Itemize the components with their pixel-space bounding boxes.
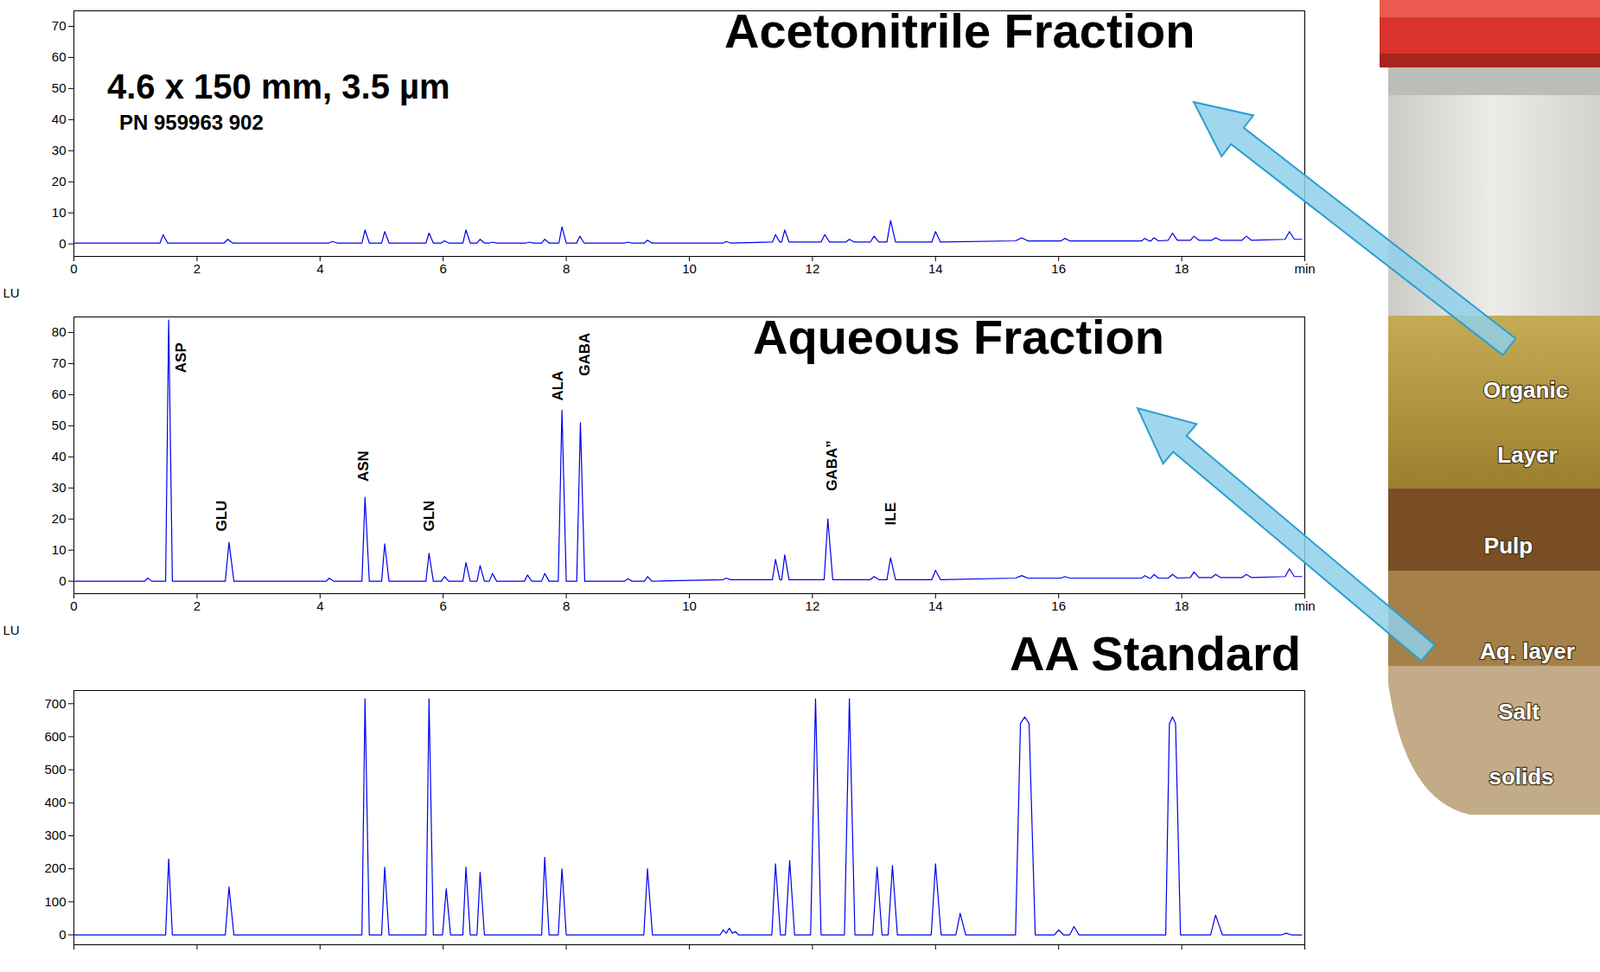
svg-text:Aq. layer: Aq. layer xyxy=(1479,637,1575,664)
svg-text:10: 10 xyxy=(51,541,67,557)
svg-text:18: 18 xyxy=(1174,261,1190,276)
svg-text:Pulp: Pulp xyxy=(1484,532,1533,559)
svg-text:ASP: ASP xyxy=(172,342,190,373)
html-text:4.6 x 150 mm, 3.5 µm: 4.6 x 150 mm, 3.5 µm xyxy=(107,67,451,106)
svg-text:16: 16 xyxy=(1051,261,1066,276)
svg-text:2: 2 xyxy=(193,598,201,613)
svg-text:12: 12 xyxy=(805,261,821,276)
svg-text:40: 40 xyxy=(51,111,67,127)
svg-text:ALA: ALA xyxy=(549,370,567,402)
svg-text:GLU: GLU xyxy=(213,500,230,532)
svg-text:6: 6 xyxy=(439,261,447,276)
svg-text:6: 6 xyxy=(439,598,447,613)
svg-text:10: 10 xyxy=(682,598,697,613)
svg-text:600: 600 xyxy=(44,728,66,744)
svg-text:70: 70 xyxy=(51,18,67,33)
svg-text:40: 40 xyxy=(51,448,67,464)
svg-text:8: 8 xyxy=(562,598,570,613)
svg-text:60: 60 xyxy=(51,386,67,402)
svg-text:Layer: Layer xyxy=(1497,441,1557,468)
svg-text:4: 4 xyxy=(316,261,324,276)
svg-text:0: 0 xyxy=(58,573,66,588)
svg-text:solids: solids xyxy=(1488,763,1554,790)
svg-text:min: min xyxy=(1294,261,1315,276)
html-text:Aqueous Fraction: Aqueous Fraction xyxy=(752,309,1165,364)
svg-text:LU: LU xyxy=(3,622,20,638)
svg-text:min: min xyxy=(1294,598,1315,613)
svg-text:18: 18 xyxy=(1174,598,1190,613)
svg-text:GLN: GLN xyxy=(420,500,438,532)
svg-text:30: 30 xyxy=(51,479,67,495)
svg-text:100: 100 xyxy=(44,893,66,909)
html-text:AA Standard: AA Standard xyxy=(1009,625,1301,681)
svg-text:14: 14 xyxy=(928,261,944,276)
svg-text:ASN: ASN xyxy=(355,450,372,482)
svg-text:200: 200 xyxy=(44,860,66,875)
svg-text:60: 60 xyxy=(51,49,67,64)
svg-text:Salt: Salt xyxy=(1498,698,1540,725)
html-text:PN 959963 902: PN 959963 902 xyxy=(119,110,264,134)
svg-text:20: 20 xyxy=(51,510,67,526)
svg-text:ILE: ILE xyxy=(882,502,899,525)
svg-text:500: 500 xyxy=(44,761,66,777)
svg-text:16: 16 xyxy=(1051,598,1066,613)
svg-text:0: 0 xyxy=(58,235,66,251)
svg-text:700: 700 xyxy=(44,695,66,711)
svg-text:400: 400 xyxy=(44,794,66,810)
svg-text:2: 2 xyxy=(193,261,201,276)
svg-text:4: 4 xyxy=(316,598,324,613)
svg-text:20: 20 xyxy=(51,173,67,189)
svg-text:0: 0 xyxy=(70,598,77,613)
svg-text:30: 30 xyxy=(51,142,67,158)
html-text:Acetonitrile Fraction: Acetonitrile Fraction xyxy=(724,3,1196,58)
svg-text:0: 0 xyxy=(58,926,66,942)
svg-text:10: 10 xyxy=(682,261,697,276)
svg-text:Organic: Organic xyxy=(1483,376,1569,403)
svg-text:GABA”: GABA” xyxy=(823,439,841,491)
svg-text:70: 70 xyxy=(51,355,67,370)
svg-text:50: 50 xyxy=(51,80,67,96)
svg-text:80: 80 xyxy=(51,324,67,339)
svg-text:14: 14 xyxy=(928,598,944,613)
svg-text:8: 8 xyxy=(562,261,570,276)
svg-text:12: 12 xyxy=(805,598,821,613)
svg-text:10: 10 xyxy=(51,204,67,220)
svg-text:50: 50 xyxy=(51,417,67,433)
svg-text:0: 0 xyxy=(70,261,77,276)
svg-text:300: 300 xyxy=(44,827,66,842)
svg-text:GABA: GABA xyxy=(576,332,593,377)
svg-text:LU: LU xyxy=(3,285,20,300)
